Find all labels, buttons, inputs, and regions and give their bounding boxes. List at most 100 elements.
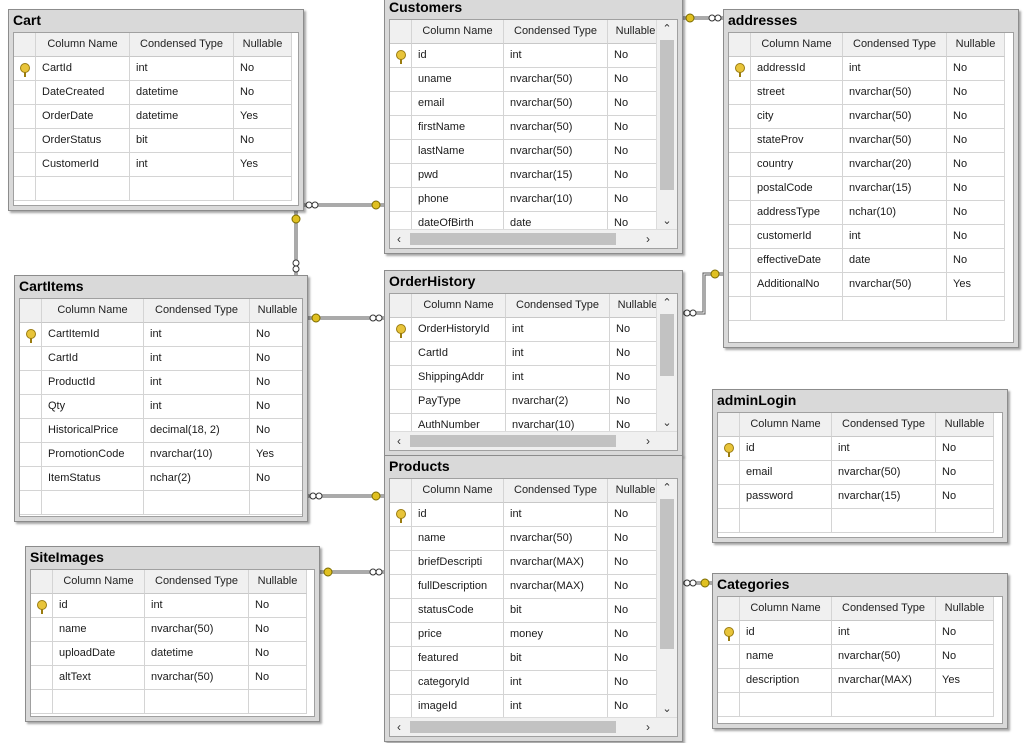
scroll-thumb[interactable] [660,40,674,190]
table-row[interactable]: altText nvarchar(50) No [31,666,307,690]
scroll-thumb[interactable] [660,314,674,376]
table-row[interactable]: CustomerId int Yes [14,153,292,177]
scroll-left-icon[interactable]: ‹ [397,434,401,448]
empty-row[interactable] [20,491,302,515]
table-categories[interactable]: Categories Column Name Condensed Type Null… [712,573,1008,729]
table-row[interactable]: CartId int No [390,342,666,366]
rel-cartitems-products[interactable] [308,491,384,501]
table-row[interactable]: imageId int No [390,695,664,719]
table-row[interactable]: description nvarchar(MAX) Yes [718,669,994,693]
table-row[interactable]: stateProv nvarchar(50) No [729,129,1005,153]
table-row[interactable]: OrderDate datetime Yes [14,105,292,129]
table-row[interactable]: uname nvarchar(50) No [390,68,664,92]
table-siteimages[interactable]: SiteImages Column Name Condensed Type Null… [25,546,320,722]
table-row[interactable]: addressType nchar(10) No [729,201,1005,225]
table-products[interactable]: Products Column Name Condensed Type Nullab… [384,455,683,742]
table-row[interactable]: uploadDate datetime No [31,642,307,666]
scroll-thumb[interactable] [410,721,616,733]
table-row[interactable]: PayType nvarchar(2) No [390,390,666,414]
table-row[interactable]: pwd nvarchar(15) No [390,164,664,188]
table-row[interactable]: featured bit No [390,647,664,671]
table-row[interactable]: ItemStatus nchar(2) No [20,467,302,491]
horizontal-scrollbar[interactable]: ‹ › [390,717,677,736]
scroll-left-icon[interactable]: ‹ [397,232,401,246]
table-row[interactable]: city nvarchar(50) No [729,105,1005,129]
rel-products-siteimages[interactable] [320,567,384,577]
scroll-down-icon[interactable]: ⌄ [662,703,672,715]
table-row[interactable]: briefDescripti nvarchar(MAX) No [390,551,664,575]
table-row[interactable]: id int No [31,594,307,618]
scroll-left-icon[interactable]: ‹ [397,720,401,734]
table-orderhistory[interactable]: OrderHistory Column Name Condensed Type Nu… [384,270,683,456]
table-row[interactable]: id int No [390,503,664,527]
empty-row[interactable] [729,297,1005,321]
table-row[interactable]: phone nvarchar(10) No [390,188,664,212]
table-row[interactable]: PromotionCode nvarchar(10) Yes [20,443,302,467]
empty-row[interactable] [718,693,994,717]
vertical-scrollbar[interactable]: ⌃ ⌄ [656,20,677,230]
table-row[interactable]: password nvarchar(15) No [718,485,994,509]
table-row[interactable]: email nvarchar(50) No [390,92,664,116]
scroll-up-icon[interactable]: ⌃ [662,23,672,35]
scroll-right-icon[interactable]: › [646,232,650,246]
rel-cartitems-cart[interactable] [291,211,301,275]
table-row[interactable]: CartId int No [14,57,292,81]
table-row[interactable]: OrderHistoryId int No [390,318,666,342]
rel-addresses-customers[interactable] [683,13,723,23]
scroll-up-icon[interactable]: ⌃ [662,297,672,309]
table-row[interactable]: HistoricalPrice decimal(18, 2) No [20,419,302,443]
table-row[interactable]: street nvarchar(50) No [729,81,1005,105]
table-row[interactable]: CartId int No [20,347,302,371]
table-row[interactable]: customerId int No [729,225,1005,249]
horizontal-scrollbar[interactable]: ‹ › [390,431,677,450]
empty-row[interactable] [31,690,307,714]
table-row[interactable]: statusCode bit No [390,599,664,623]
table-row[interactable]: fullDescription nvarchar(MAX) No [390,575,664,599]
scroll-right-icon[interactable]: › [646,720,650,734]
table-row[interactable]: ShippingAddr int No [390,366,666,390]
table-row[interactable]: ProductId int No [20,371,302,395]
table-cartitems[interactable]: CartItems Column Name Condensed Type Nulla… [14,275,308,522]
table-row[interactable]: name nvarchar(50) No [390,527,664,551]
table-row[interactable]: id int No [390,44,664,68]
rel-orderhistory-addresses[interactable] [683,269,723,317]
scroll-down-icon[interactable]: ⌄ [662,215,672,227]
table-row[interactable]: OrderStatus bit No [14,129,292,153]
table-customers[interactable]: Customers Column Name Condensed Type Nulla… [384,0,683,254]
empty-row[interactable] [718,509,994,533]
table-row[interactable]: price money No [390,623,664,647]
table-row[interactable]: categoryId int No [390,671,664,695]
table-row[interactable]: addressId int No [729,57,1005,81]
horizontal-scrollbar[interactable]: ‹ › [390,229,677,248]
vertical-scrollbar[interactable]: ⌃ ⌄ [656,479,677,718]
table-row[interactable]: Qty int No [20,395,302,419]
header-column-name: Column Name [42,299,144,323]
rel-cart-customers[interactable] [304,200,384,210]
vertical-scrollbar[interactable]: ⌃ ⌄ [656,294,677,432]
table-row[interactable]: country nvarchar(20) No [729,153,1005,177]
scroll-down-icon[interactable]: ⌄ [662,417,672,429]
table-addresses[interactable]: addresses Column Name Condensed Type Nulla… [723,9,1019,348]
table-row[interactable]: DateCreated datetime No [14,81,292,105]
table-row[interactable]: lastName nvarchar(50) No [390,140,664,164]
table-cart[interactable]: Cart Column Name Condensed Type Nullable Ca… [8,9,304,211]
empty-row[interactable] [14,177,292,201]
table-row[interactable]: firstName nvarchar(50) No [390,116,664,140]
rel-products-categories[interactable] [683,578,712,588]
table-row[interactable]: name nvarchar(50) No [718,645,994,669]
table-row[interactable]: AdditionalNo nvarchar(50) Yes [729,273,1005,297]
scroll-thumb[interactable] [410,435,616,447]
table-row[interactable]: CartItemId int No [20,323,302,347]
table-row[interactable]: id int No [718,437,994,461]
scroll-right-icon[interactable]: › [646,434,650,448]
table-row[interactable]: email nvarchar(50) No [718,461,994,485]
scroll-thumb[interactable] [410,233,616,245]
rel-orderhistory-cartitems[interactable] [308,313,384,323]
table-row[interactable]: postalCode nvarchar(15) No [729,177,1005,201]
table-row[interactable]: effectiveDate date No [729,249,1005,273]
scroll-thumb[interactable] [660,499,674,649]
table-adminlogin[interactable]: adminLogin Column Name Condensed Type Null… [712,389,1008,543]
table-row[interactable]: id int No [718,621,994,645]
table-row[interactable]: name nvarchar(50) No [31,618,307,642]
scroll-up-icon[interactable]: ⌃ [662,482,672,494]
